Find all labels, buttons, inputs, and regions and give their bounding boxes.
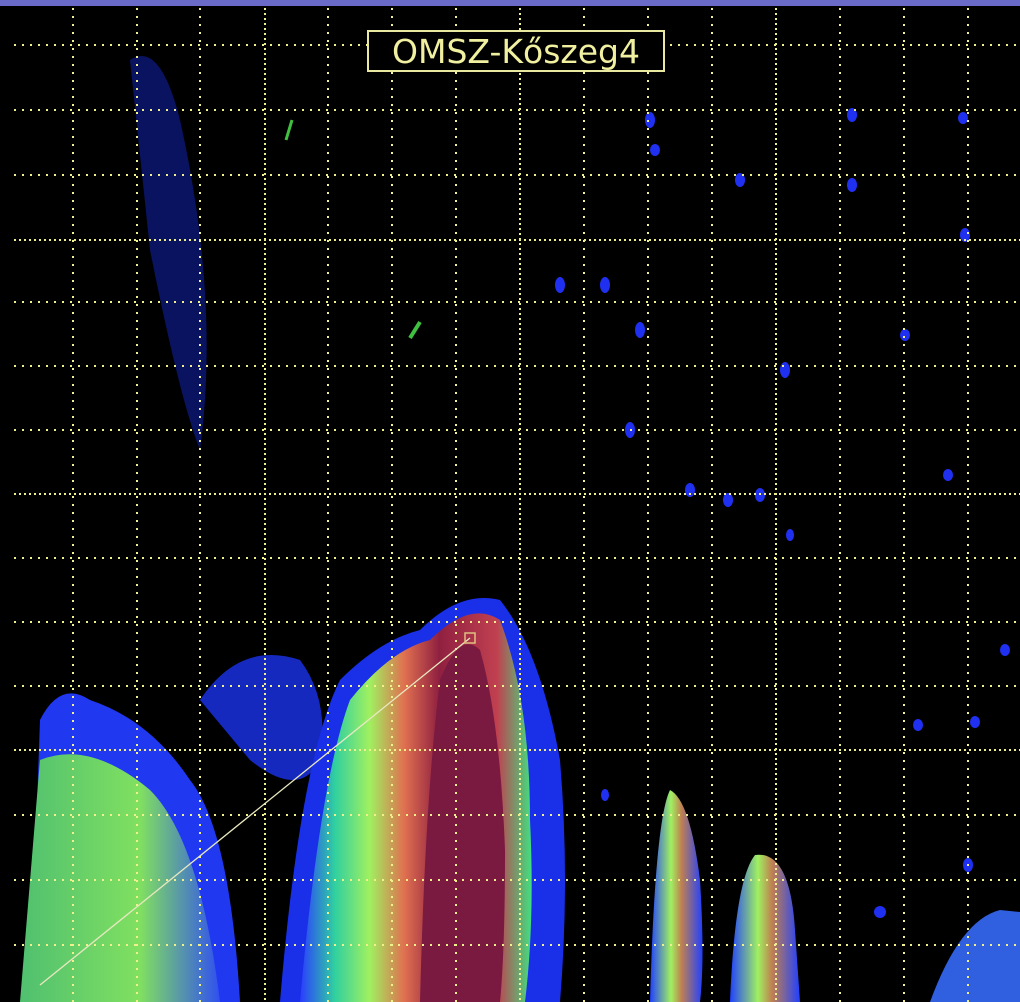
station-label: OMSZ-Kőszeg4 <box>392 32 640 71</box>
radar-view: OMSZ-Kőszeg4 <box>0 0 1020 1002</box>
title-bar <box>0 0 1020 6</box>
